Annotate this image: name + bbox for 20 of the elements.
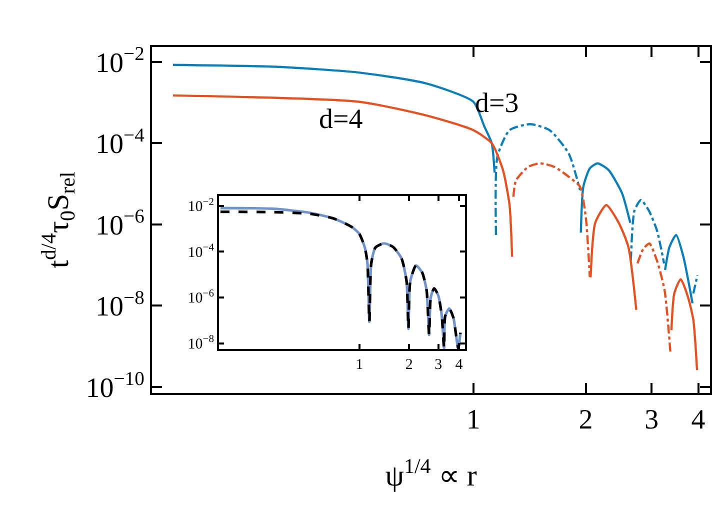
annotation: d=3	[475, 88, 519, 119]
y-tick-label: 10$^{−6}$	[188, 288, 214, 307]
x-tick-label: 4	[455, 357, 464, 374]
y-tick-label: 10$^{−8}$	[96, 288, 145, 323]
y-tick-label: 10$^{−4}$	[188, 242, 215, 261]
x-axis-title: ψ$^{1/4}$ ∝ r	[385, 454, 477, 493]
x-tick-label: 2	[578, 404, 593, 436]
annotation: d=4	[319, 104, 363, 135]
y-tick-label: 10$^{−4}$	[96, 125, 145, 160]
x-tick-label: 4	[691, 404, 706, 436]
y-tick-label: 10$^{−2}$	[96, 44, 144, 79]
x-tick-label: 3	[644, 404, 659, 436]
y-tick-label: 10$^{−10}$	[86, 369, 145, 404]
y-tick-label: 10$^{−6}$	[96, 206, 145, 242]
x-tick-label: 1	[466, 404, 480, 436]
x-tick-label: 2	[405, 357, 413, 374]
x-tick-label: 3	[434, 357, 442, 374]
x-tick-label: 1	[356, 357, 364, 374]
y-tick-label: 10$^{−8}$	[188, 334, 214, 353]
y-tick-label: 10$^{−2}$	[188, 196, 214, 216]
